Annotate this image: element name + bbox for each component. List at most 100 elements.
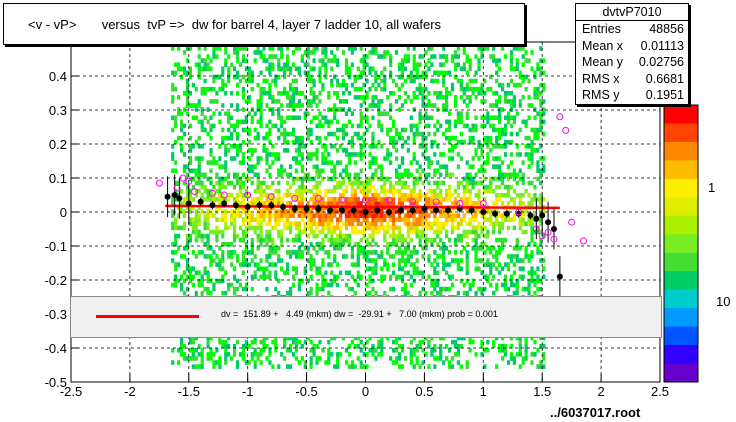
heatmap-cell bbox=[536, 266, 540, 271]
heatmap-cell bbox=[238, 119, 243, 125]
heatmap-cell bbox=[495, 254, 499, 259]
heatmap-cell bbox=[374, 197, 378, 202]
heatmap-cell bbox=[227, 111, 231, 116]
heatmap-cell bbox=[336, 201, 340, 206]
heatmap-cell bbox=[336, 352, 340, 357]
heatmap-cell bbox=[315, 282, 319, 288]
heatmap-cell bbox=[468, 78, 472, 84]
heatmap-cell bbox=[327, 58, 331, 63]
heatmap-cell bbox=[477, 258, 481, 263]
heatmap-cell bbox=[397, 335, 402, 341]
heatmap-cell bbox=[294, 254, 299, 259]
heatmap-cell bbox=[471, 139, 475, 145]
heatmap-cell bbox=[227, 172, 231, 178]
heatmap-cell bbox=[483, 241, 487, 247]
heatmap-cell bbox=[521, 95, 525, 100]
heatmap-cell bbox=[380, 339, 384, 345]
heatmap-cell bbox=[353, 290, 357, 296]
heatmap-cell bbox=[459, 217, 463, 223]
heatmap-cell bbox=[447, 237, 452, 243]
heatmap-cell bbox=[539, 258, 543, 263]
heatmap-cell bbox=[427, 201, 431, 206]
heatmap-cell bbox=[536, 90, 540, 96]
profile-point bbox=[556, 273, 563, 280]
heatmap-cell bbox=[539, 123, 543, 129]
heatmap-cell bbox=[459, 335, 463, 341]
heatmap-cell bbox=[542, 197, 546, 202]
heatmap-cell bbox=[436, 221, 440, 227]
heatmap-cell bbox=[353, 176, 357, 182]
heatmap-cell bbox=[259, 258, 263, 263]
heatmap-cell bbox=[247, 95, 251, 100]
heatmap-cell bbox=[439, 209, 443, 214]
heatmap-cell bbox=[521, 119, 525, 125]
heatmap-cell bbox=[512, 82, 516, 88]
heatmap-cell bbox=[197, 172, 201, 178]
heatmap-cell bbox=[386, 229, 390, 235]
heatmap-cell bbox=[447, 139, 452, 145]
heatmap-cell bbox=[471, 184, 475, 190]
heatmap-cell bbox=[483, 115, 487, 121]
heatmap-cell bbox=[456, 213, 460, 218]
heatmap-cell bbox=[300, 229, 304, 235]
heatmap-cell bbox=[527, 144, 531, 149]
heatmap-cell bbox=[277, 180, 281, 186]
heatmap-cell bbox=[492, 290, 496, 296]
heatmap-cell bbox=[383, 180, 387, 186]
heatmap-cell bbox=[365, 192, 369, 198]
heatmap-cell bbox=[406, 172, 410, 178]
heatmap-cell bbox=[285, 66, 290, 72]
heatmap-cell bbox=[256, 176, 260, 182]
heatmap-cell bbox=[506, 172, 511, 178]
heatmap-cell bbox=[285, 192, 290, 198]
heatmap-cell bbox=[209, 278, 213, 284]
heatmap-cell bbox=[212, 286, 216, 292]
heatmap-cell bbox=[492, 115, 496, 121]
heatmap-cell bbox=[250, 78, 254, 84]
heatmap-cell bbox=[333, 274, 337, 280]
heatmap-cell bbox=[356, 74, 360, 80]
heatmap-cell bbox=[506, 139, 511, 145]
heatmap-cell bbox=[489, 188, 493, 194]
heatmap-cell bbox=[359, 46, 363, 51]
heatmap-cell bbox=[312, 221, 316, 227]
heatmap-cell bbox=[365, 197, 369, 202]
heatmap-cell bbox=[265, 90, 269, 96]
heatmap-cell bbox=[386, 262, 390, 267]
heatmap-cell bbox=[492, 225, 496, 231]
heatmap-cell bbox=[492, 123, 496, 129]
heatmap-cell bbox=[344, 82, 349, 88]
heatmap-cell bbox=[533, 192, 537, 198]
heatmap-cell bbox=[483, 184, 487, 190]
heatmap-cell bbox=[212, 360, 216, 365]
heatmap-cell bbox=[250, 152, 254, 157]
heatmap-cell bbox=[427, 164, 431, 169]
color-scale-segment bbox=[664, 363, 698, 383]
heatmap-cell bbox=[256, 50, 260, 55]
heatmap-cell bbox=[383, 78, 387, 84]
heatmap-cell bbox=[397, 343, 402, 349]
heatmap-cell bbox=[403, 246, 407, 251]
heatmap-cell bbox=[365, 217, 369, 223]
heatmap-cell bbox=[318, 99, 322, 104]
heatmap-cell bbox=[453, 339, 458, 345]
heatmap-cell bbox=[539, 197, 543, 202]
heatmap-cell bbox=[274, 262, 278, 267]
heatmap-cell bbox=[471, 78, 475, 84]
heatmap-cell bbox=[218, 119, 222, 125]
heatmap-cell bbox=[194, 188, 198, 194]
heatmap-cell bbox=[285, 217, 290, 223]
heatmap-cell bbox=[224, 290, 228, 296]
heatmap-cell bbox=[215, 209, 219, 214]
heatmap-cell bbox=[418, 74, 422, 80]
heatmap-cell bbox=[285, 290, 290, 296]
heatmap-cell bbox=[277, 290, 281, 296]
heatmap-cell bbox=[439, 197, 443, 202]
heatmap-cell bbox=[409, 262, 413, 267]
heatmap-cell bbox=[350, 274, 354, 280]
heatmap-cell bbox=[433, 172, 437, 178]
heatmap-cell bbox=[539, 119, 543, 125]
heatmap-cell bbox=[185, 188, 190, 194]
heatmap-cell bbox=[368, 180, 372, 186]
heatmap-cell bbox=[533, 95, 537, 100]
